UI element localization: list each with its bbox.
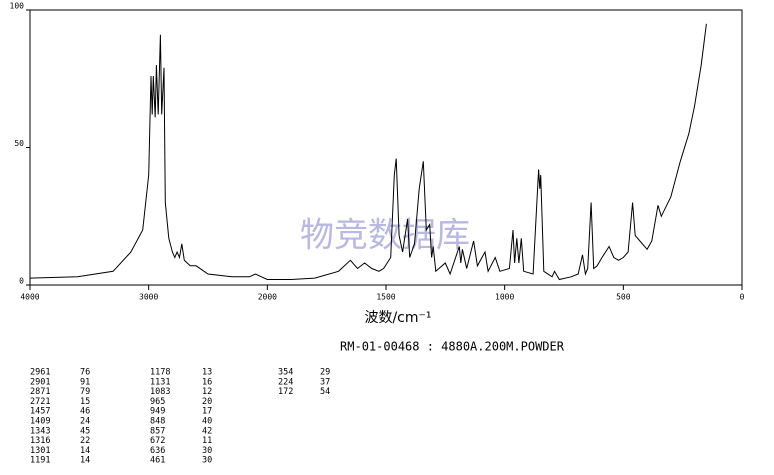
peak-intensity: 46	[80, 407, 90, 417]
peak-intensity: 22	[80, 436, 90, 446]
peak-wavenumber: 172	[278, 387, 293, 397]
x-tick-label: 500	[616, 293, 631, 302]
peak-intensity: 14	[80, 456, 90, 466]
peak-intensity: 30	[202, 446, 212, 456]
peak-wavenumber: 1301	[30, 446, 50, 456]
peak-intensity: 79	[80, 387, 90, 397]
peak-intensity: 29	[320, 368, 330, 378]
peak-wavenumber: 636	[150, 446, 165, 456]
peak-wavenumber: 672	[150, 436, 165, 446]
peak-wavenumber: 949	[150, 407, 165, 417]
peak-intensity: 15	[80, 397, 90, 407]
peak-intensity: 16	[202, 377, 212, 387]
peak-wavenumber: 965	[150, 397, 165, 407]
peak-wavenumber: 1457	[30, 407, 50, 417]
peak-wavenumber: 2871	[30, 387, 50, 397]
peak-intensity: 12	[202, 387, 212, 397]
y-tick-label: 50	[14, 139, 24, 148]
peak-intensity: 76	[80, 368, 90, 378]
peak-wavenumber: 461	[150, 456, 165, 466]
x-axis-label: 波数/cm⁻¹	[364, 310, 431, 326]
peak-intensity: 45	[80, 426, 90, 436]
peak-wavenumber: 1409	[30, 417, 50, 427]
peak-intensity: 37	[320, 377, 330, 387]
peak-intensity: 54	[320, 387, 330, 397]
peak-wavenumber: 1191	[30, 456, 50, 466]
peak-wavenumber: 2721	[30, 397, 50, 407]
x-tick-label: 4000	[20, 293, 39, 302]
x-tick-label: 1000	[495, 293, 514, 302]
peak-intensity: 20	[202, 397, 212, 407]
peak-wavenumber: 224	[278, 377, 293, 387]
x-tick-label: 2000	[258, 293, 277, 302]
peak-wavenumber: 857	[150, 426, 165, 436]
peak-wavenumber: 354	[278, 368, 293, 378]
peak-intensity: 13	[202, 368, 212, 378]
x-tick-label: 3000	[139, 293, 158, 302]
peak-intensity: 42	[202, 426, 212, 436]
peak-intensity: 14	[80, 446, 90, 456]
peak-intensity: 24	[80, 417, 90, 427]
peak-wavenumber: 2901	[30, 377, 50, 387]
watermark: 物竞数据库	[300, 216, 470, 256]
peak-wavenumber: 1316	[30, 436, 50, 446]
x-tick-label: 0	[740, 293, 745, 302]
y-tick-label: 100	[10, 2, 25, 11]
peak-intensity: 17	[202, 407, 212, 417]
subtitle: RM-01-00468 : 4880A.200M.POWDER	[340, 340, 565, 354]
y-tick-label: 0	[19, 277, 24, 286]
peak-intensity: 11	[202, 436, 212, 446]
peak-wavenumber: 1178	[150, 368, 170, 378]
peak-intensity: 91	[80, 377, 90, 387]
peak-intensity: 30	[202, 456, 212, 466]
spectrum-line	[29, 23, 707, 281]
peak-wavenumber: 848	[150, 417, 165, 427]
x-tick-label: 1500	[376, 293, 395, 302]
peak-wavenumber: 1131	[150, 377, 170, 387]
peak-wavenumber: 1083	[150, 387, 170, 397]
peak-wavenumber: 1343	[30, 426, 50, 436]
peak-intensity: 40	[202, 417, 212, 427]
peak-wavenumber: 2961	[30, 368, 50, 378]
